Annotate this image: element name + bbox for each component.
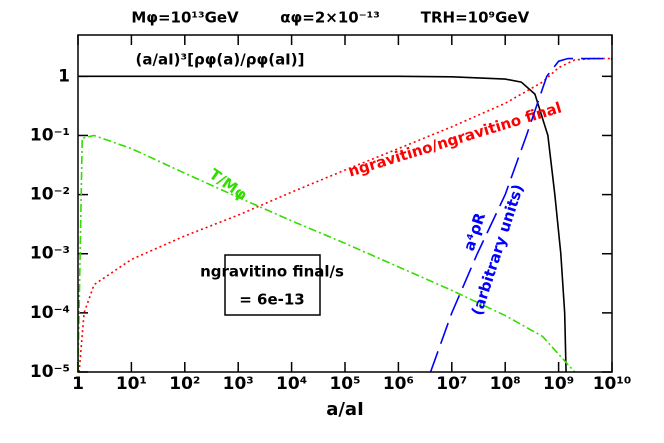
series-label: T/Mφ [206, 165, 251, 204]
series-line [78, 75, 567, 372]
y-tick-label: 10⁻³ [30, 244, 70, 264]
x-axis-label: a/aI [326, 399, 364, 420]
x-tick-label: 10⁶ [383, 374, 414, 394]
note: ngravitino final/s [200, 263, 344, 281]
series-label: ngravitino/ngravitino final [346, 98, 564, 180]
y-tick-label: 10⁻⁴ [30, 303, 70, 323]
y-tick-label: 10⁻⁵ [30, 362, 70, 382]
x-tick-label: 10⁴ [276, 374, 307, 394]
note: = 6e-13 [239, 291, 305, 309]
header-text: αφ=2×10⁻¹³ [280, 9, 380, 27]
y-tick-label: 10⁻² [30, 185, 70, 205]
series-label: a⁴ρR [460, 210, 489, 253]
header-text: Mφ=10¹³GeV [131, 9, 239, 27]
x-tick-label: 10² [169, 374, 200, 394]
plot-frame [77, 34, 613, 373]
y-tick-label: 1 [58, 66, 70, 86]
x-tick-label: 10⁹ [543, 374, 574, 394]
note-box [224, 254, 321, 316]
x-tick-label: 10¹⁰ [593, 374, 632, 394]
series-label: (a/aI)³[ρφ(a)/ρφ(aI)] [136, 51, 305, 69]
header-text: TRH=10⁹GeV [421, 9, 530, 27]
y-tick-label: 10⁻¹ [30, 125, 70, 145]
series-line [78, 57, 612, 372]
x-tick-label: 10⁷ [436, 374, 467, 394]
x-tick-label: 1 [72, 374, 84, 394]
x-tick-label: 10³ [223, 374, 254, 394]
series-line [78, 134, 576, 372]
x-tick-label: 10⁵ [329, 374, 360, 394]
x-tick-label: 10⁸ [490, 374, 521, 394]
x-tick-label: 10¹ [116, 374, 147, 394]
series-line [429, 57, 612, 372]
